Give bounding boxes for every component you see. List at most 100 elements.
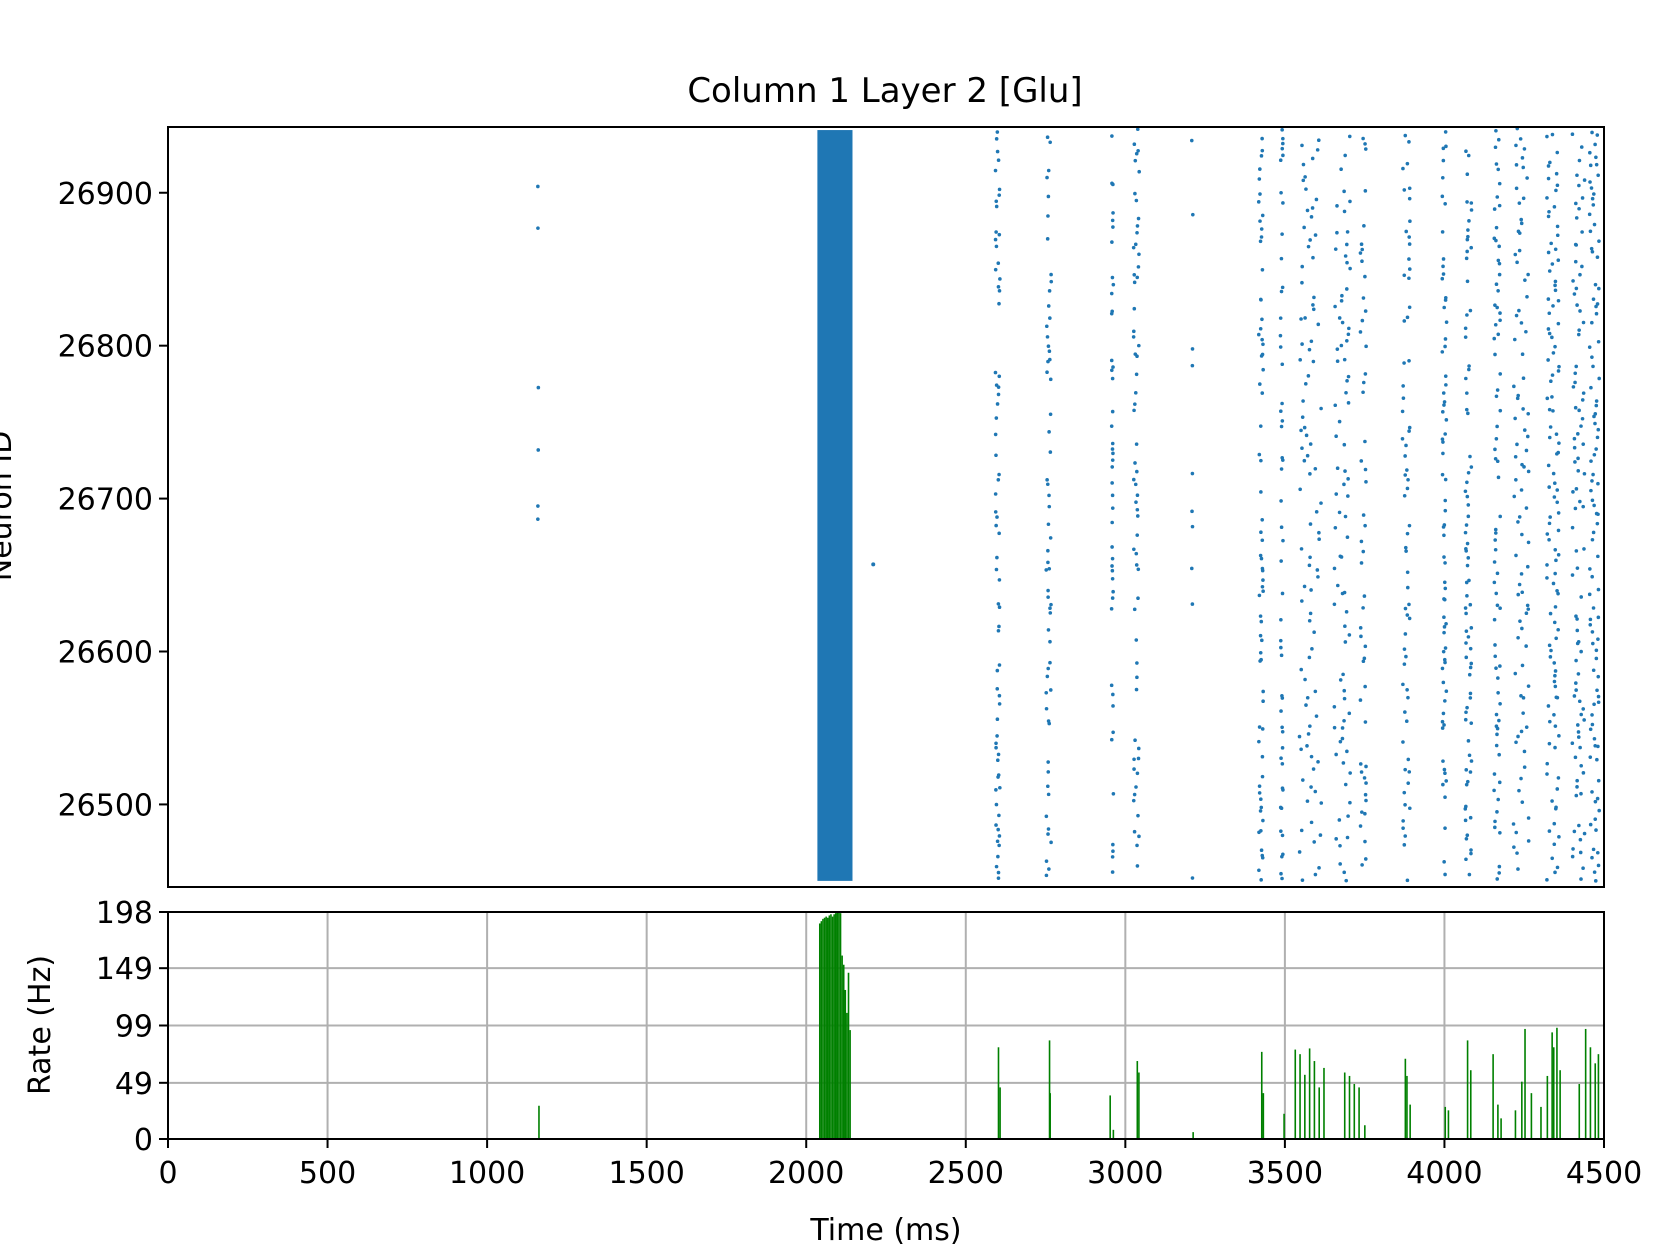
- raster-point: [1468, 815, 1473, 820]
- raster-point: [997, 578, 1002, 582]
- raster-point: [1364, 781, 1368, 785]
- rate-bar: [833, 914, 835, 1139]
- raster-point: [1338, 844, 1342, 848]
- raster-point: [1573, 460, 1577, 464]
- raster-point: [1444, 689, 1449, 694]
- raster-point: [1590, 574, 1594, 579]
- raster-point: [1443, 586, 1448, 591]
- raster-point: [1257, 868, 1261, 873]
- raster-point: [1109, 607, 1114, 611]
- raster-point: [1516, 635, 1520, 640]
- raster-point: [997, 693, 1002, 698]
- raster-point: [1519, 694, 1523, 698]
- raster-point: [1363, 684, 1367, 689]
- raster-point: [1279, 756, 1283, 760]
- raster-point: [1469, 245, 1474, 250]
- raster-point: [1493, 322, 1498, 327]
- raster-point: [1407, 305, 1412, 310]
- raster-point: [1310, 206, 1315, 210]
- raster-point: [994, 741, 998, 746]
- raster-point: [1045, 135, 1050, 140]
- raster-point: [1593, 817, 1598, 821]
- raster-point: [1048, 639, 1052, 644]
- raster-point: [1318, 833, 1323, 837]
- raster-point: [1444, 418, 1449, 422]
- raster-point: [1572, 445, 1577, 450]
- raster-point: [1596, 637, 1600, 641]
- raster-point: [1342, 870, 1347, 875]
- raster-point: [1407, 425, 1412, 430]
- raster-point: [1546, 250, 1551, 255]
- raster-point: [1343, 514, 1348, 519]
- raster-point: [1440, 719, 1445, 724]
- raster-point: [1360, 810, 1364, 814]
- raster-point: [1497, 261, 1502, 266]
- raster-point: [1469, 626, 1474, 630]
- raster-point: [1110, 134, 1114, 138]
- raster-point: [1280, 128, 1284, 132]
- rate-bar: [1597, 1054, 1600, 1139]
- rate-bar: [1447, 1110, 1450, 1139]
- raster-point: [1441, 649, 1446, 654]
- raster-point: [994, 745, 998, 750]
- raster-point: [1308, 238, 1312, 242]
- raster-point: [1593, 879, 1598, 883]
- rate-xlabel: Time (ms): [809, 1213, 961, 1248]
- raster-point: [1546, 176, 1551, 181]
- raster-point: [1496, 690, 1500, 695]
- raster-point: [1400, 409, 1405, 414]
- raster-point: [1525, 564, 1530, 569]
- rate-bar: [1540, 1106, 1542, 1139]
- raster-point: [1405, 585, 1410, 590]
- raster-point: [1110, 564, 1114, 568]
- raster-point: [1588, 822, 1593, 827]
- raster-point: [1522, 428, 1527, 432]
- raster-point: [1361, 606, 1365, 610]
- raster-point: [1133, 402, 1137, 406]
- raster-point: [1552, 712, 1556, 717]
- raster-point: [1309, 785, 1313, 789]
- raster-point: [1519, 217, 1524, 222]
- raster-point: [1261, 367, 1265, 372]
- raster-title: Column 1 Layer 2 [Glu]: [687, 71, 1082, 111]
- raster-point: [1516, 229, 1521, 234]
- raster-point: [997, 624, 1001, 629]
- raster-point: [995, 130, 1000, 134]
- rate-bar: [1294, 1049, 1297, 1139]
- raster-point: [1465, 237, 1470, 242]
- raster-point: [993, 237, 998, 242]
- raster-point: [1363, 811, 1367, 816]
- raster-point: [1518, 619, 1522, 623]
- rate-bar: [1497, 1104, 1499, 1139]
- raster-point: [1495, 459, 1500, 464]
- raster-point: [1548, 515, 1552, 519]
- raster-ytick-label: 26800: [58, 330, 153, 365]
- raster-point: [1110, 368, 1114, 373]
- raster-point: [1495, 195, 1500, 199]
- raster-point: [1401, 396, 1406, 400]
- raster-point: [1441, 759, 1445, 763]
- raster-point: [1571, 490, 1575, 494]
- raster-point: [1552, 481, 1557, 486]
- raster-point: [1258, 297, 1263, 302]
- rate-bar: [1353, 1083, 1356, 1139]
- raster-point: [994, 788, 998, 792]
- raster-point: [1132, 272, 1137, 277]
- raster-point: [1498, 318, 1502, 323]
- raster-point: [1595, 688, 1599, 693]
- raster-point: [1189, 566, 1194, 571]
- raster-point: [1345, 287, 1349, 291]
- raster-point: [1578, 837, 1583, 842]
- raster-point: [1516, 867, 1520, 871]
- raster-point: [1403, 545, 1408, 550]
- raster-point: [1588, 567, 1592, 571]
- raster-point: [995, 734, 999, 738]
- raster-point: [1407, 196, 1412, 201]
- raster-point: [1547, 537, 1551, 542]
- raster-point: [1341, 761, 1346, 765]
- raster-point: [1132, 280, 1137, 285]
- raster-point: [1553, 547, 1558, 552]
- raster-point: [1049, 272, 1053, 277]
- raster-point: [1401, 826, 1405, 830]
- raster-point: [1464, 376, 1468, 381]
